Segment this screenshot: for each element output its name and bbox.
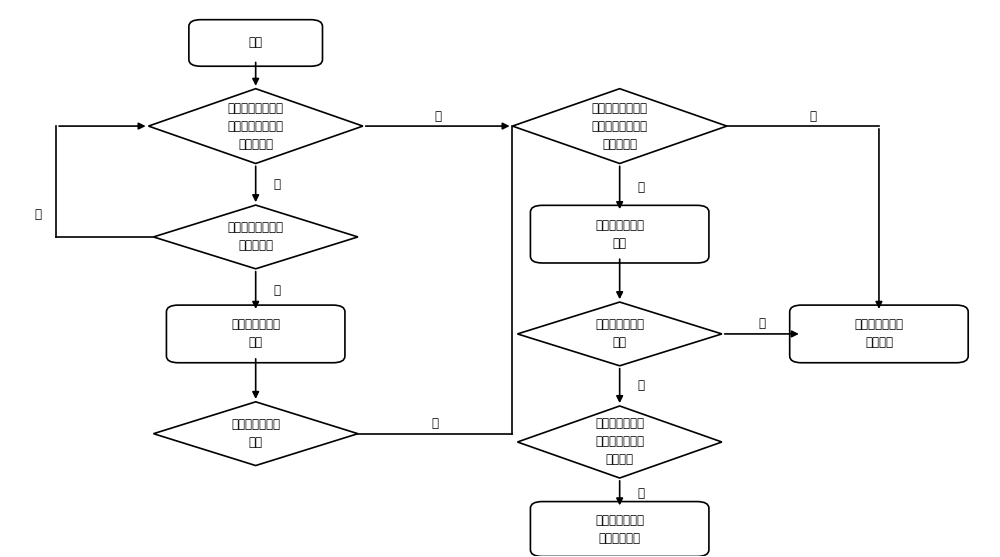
Text: 报出故障，提示
客户进行维修: 报出故障，提示 客户进行维修 [595,514,644,545]
Text: 尿素箱温度是否
低于尿素箱解冻
开启温度: 尿素箱温度是否 低于尿素箱解冻 开启温度 [595,418,644,467]
Text: 开始: 开始 [249,36,263,50]
Text: 否: 否 [809,110,816,123]
Text: 是: 是 [758,317,765,330]
Text: 是: 是 [432,417,439,430]
Text: 测量尿素箱温度，
是否低于尿素箱加
热开启温度: 测量尿素箱温度， 是否低于尿素箱加 热开启温度 [592,101,648,150]
Text: 尿素箱解冻是否
完成: 尿素箱解冻是否 完成 [231,418,280,449]
Text: 是: 是 [274,178,281,191]
Text: 尿素箱进入解冻
状态: 尿素箱进入解冻 状态 [231,319,280,349]
Text: 否: 否 [34,208,41,221]
Text: 是: 是 [638,181,645,194]
Text: 否: 否 [638,379,645,392]
Text: 尿素箱加热是否
完成: 尿素箱加热是否 完成 [595,319,644,349]
Text: 是: 是 [638,487,645,500]
Text: 尿素箱解冻使能条
件是否满足: 尿素箱解冻使能条 件是否满足 [228,222,284,252]
Text: 测量尿素箱温度，
是否低于尿素箱解
冻开启温度: 测量尿素箱温度， 是否低于尿素箱解 冻开启温度 [228,101,284,150]
Text: 是: 是 [274,284,281,297]
Text: 尿素箱进入加热
状态: 尿素箱进入加热 状态 [595,219,644,250]
Text: 尿素箱退出解冻
加热状态: 尿素箱退出解冻 加热状态 [854,319,903,349]
Text: 否: 否 [434,110,441,123]
